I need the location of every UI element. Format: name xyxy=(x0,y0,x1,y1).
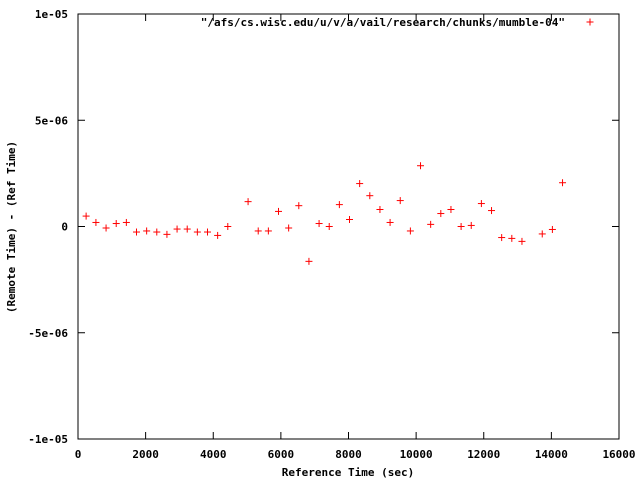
legend-marker-icon xyxy=(586,18,594,26)
data-point xyxy=(477,200,485,208)
data-point xyxy=(92,218,100,226)
data-point xyxy=(325,223,333,230)
data-point xyxy=(264,227,272,235)
data-point xyxy=(305,257,313,265)
plot-frame xyxy=(77,13,620,440)
x-tick-label: 14000 xyxy=(535,448,568,461)
x-tick-label: 0 xyxy=(75,448,82,461)
data-point xyxy=(417,162,425,170)
data-point xyxy=(396,197,404,205)
data-point xyxy=(386,218,394,226)
y-axis: -1e-05 -5e-06 0 5e-06 1e-05 xyxy=(28,8,619,446)
data-point xyxy=(548,225,556,233)
data-point xyxy=(153,228,161,236)
data-point xyxy=(406,227,414,235)
data-point xyxy=(132,228,140,236)
data-point xyxy=(204,228,212,236)
y-axis-title: (Remote Time) - (Ref Time) xyxy=(5,141,18,313)
data-point xyxy=(457,223,465,230)
data-point xyxy=(244,198,252,206)
data-point xyxy=(163,230,171,238)
data-point xyxy=(356,180,364,188)
data-point xyxy=(427,220,435,228)
data-point xyxy=(214,231,222,239)
x-axis: 0 2000 4000 6000 8000 10000 12000 14000 16000 xyxy=(75,14,636,461)
y-tick-label: 0 xyxy=(61,221,68,234)
y-tick-label: 1e-05 xyxy=(35,8,68,21)
data-point xyxy=(467,221,475,229)
data-point xyxy=(183,225,191,233)
y-tick-label: -1e-05 xyxy=(28,433,68,446)
data-point xyxy=(143,227,151,235)
data-point xyxy=(122,218,130,226)
data-point xyxy=(559,179,567,187)
data-point xyxy=(518,237,526,245)
legend: "/afs/cs.wisc.edu/u/v/a/vail/research/ch… xyxy=(201,16,594,29)
data-point xyxy=(275,207,283,215)
data-point xyxy=(224,223,232,230)
data-point xyxy=(285,224,293,232)
x-tick-label: 6000 xyxy=(268,448,295,461)
x-axis-title: Reference Time (sec) xyxy=(282,466,414,479)
data-point xyxy=(376,206,384,213)
data-point xyxy=(112,220,120,228)
data-point xyxy=(508,234,516,242)
data-point xyxy=(346,215,354,223)
y-tick-label: 5e-06 xyxy=(35,114,68,127)
x-tick-label: 10000 xyxy=(400,448,433,461)
x-tick-label: 2000 xyxy=(132,448,159,461)
data-point xyxy=(498,234,506,242)
data-point xyxy=(366,192,374,200)
data-point xyxy=(315,220,323,228)
x-tick-label: 12000 xyxy=(467,448,500,461)
data-points xyxy=(82,162,567,265)
data-point xyxy=(437,210,445,218)
x-tick-label: 8000 xyxy=(335,448,362,461)
data-point xyxy=(295,202,303,210)
data-point xyxy=(102,224,110,232)
data-point xyxy=(538,230,546,238)
data-point xyxy=(447,206,455,213)
data-point xyxy=(254,227,262,235)
data-point xyxy=(335,201,343,209)
y-tick-label: -5e-06 xyxy=(28,327,68,340)
data-point xyxy=(173,225,181,233)
data-point xyxy=(193,228,201,236)
data-point xyxy=(488,207,496,215)
x-tick-label: 4000 xyxy=(200,448,227,461)
legend-label: "/afs/cs.wisc.edu/u/v/a/vail/research/ch… xyxy=(201,16,565,29)
data-point xyxy=(82,212,90,220)
x-tick-label: 16000 xyxy=(602,448,635,461)
